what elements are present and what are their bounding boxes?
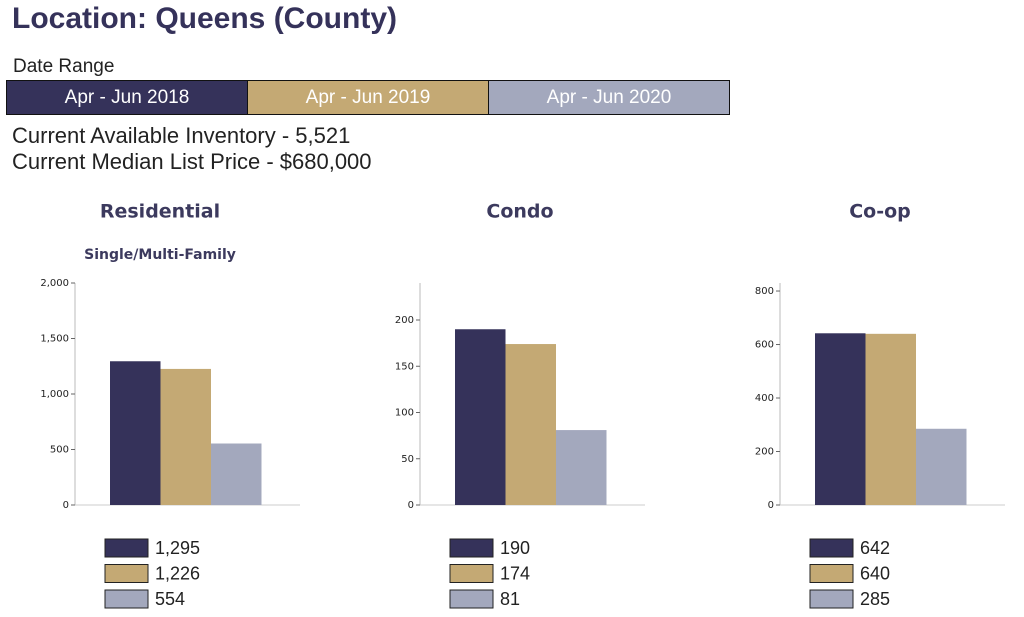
bar bbox=[556, 430, 607, 505]
date-range-option[interactable]: Apr - Jun 2020 bbox=[488, 81, 729, 114]
legend-swatch bbox=[104, 589, 149, 609]
legend-swatch bbox=[809, 538, 854, 558]
chart-title: Co-op bbox=[849, 201, 911, 223]
legend-label: 190 bbox=[500, 538, 530, 558]
legend-swatch bbox=[449, 538, 494, 558]
bar bbox=[505, 344, 556, 505]
y-tick-label: 600 bbox=[755, 340, 774, 351]
bar bbox=[160, 368, 211, 505]
legend-label: 81 bbox=[500, 589, 520, 609]
y-tick-label: 200 bbox=[395, 315, 414, 326]
legend-label: 642 bbox=[860, 538, 890, 558]
bar bbox=[916, 428, 967, 505]
legend-swatch bbox=[104, 538, 149, 558]
bar bbox=[815, 333, 866, 505]
legend-label: 174 bbox=[500, 563, 530, 583]
y-tick-label: 2,000 bbox=[40, 278, 69, 289]
y-tick-label: 100 bbox=[395, 408, 414, 419]
chart-title: Condo bbox=[486, 201, 553, 223]
date-range-label: Date Range bbox=[13, 56, 115, 77]
y-tick-label: 0 bbox=[768, 500, 774, 511]
y-tick-label: 0 bbox=[63, 500, 69, 511]
y-tick-label: 500 bbox=[50, 445, 69, 456]
legend-label: 1,226 bbox=[155, 563, 200, 583]
y-tick-label: 150 bbox=[395, 361, 414, 372]
legend-label: 1,295 bbox=[155, 538, 200, 558]
legend-swatch bbox=[809, 564, 854, 583]
legend-label: 554 bbox=[155, 589, 185, 609]
y-tick-label: 400 bbox=[755, 393, 774, 404]
y-tick-label: 800 bbox=[755, 286, 774, 297]
legend-swatch bbox=[104, 564, 149, 583]
y-tick-label: 50 bbox=[401, 454, 414, 465]
y-tick-label: 1,000 bbox=[40, 389, 69, 400]
y-tick-label: 200 bbox=[755, 447, 774, 458]
legend-label: 640 bbox=[860, 563, 890, 583]
date-range-option[interactable]: Apr - Jun 2018 bbox=[7, 81, 247, 114]
legend-swatch bbox=[809, 589, 854, 609]
y-tick-label: 1,500 bbox=[40, 334, 69, 345]
date-range-selector: Apr - Jun 2018 Apr - Jun 2019 Apr - Jun … bbox=[6, 80, 730, 115]
bar bbox=[865, 333, 916, 505]
chart-subtitle: Single/Multi-Family bbox=[84, 247, 236, 263]
legend-swatch bbox=[449, 589, 494, 609]
inventory-summary: Current Available Inventory - 5,521 bbox=[12, 123, 351, 148]
price-summary: Current Median List Price - $680,000 bbox=[12, 149, 372, 174]
date-range-option[interactable]: Apr - Jun 2019 bbox=[247, 81, 488, 114]
y-tick-label: 0 bbox=[408, 500, 414, 511]
legend-label: 285 bbox=[860, 589, 890, 609]
bar bbox=[455, 329, 506, 505]
legend-swatch bbox=[449, 564, 494, 583]
bar bbox=[211, 443, 262, 505]
bar bbox=[110, 361, 161, 505]
page-title: Location: Queens (County) bbox=[12, 2, 397, 35]
chart-title: Residential bbox=[100, 201, 220, 223]
